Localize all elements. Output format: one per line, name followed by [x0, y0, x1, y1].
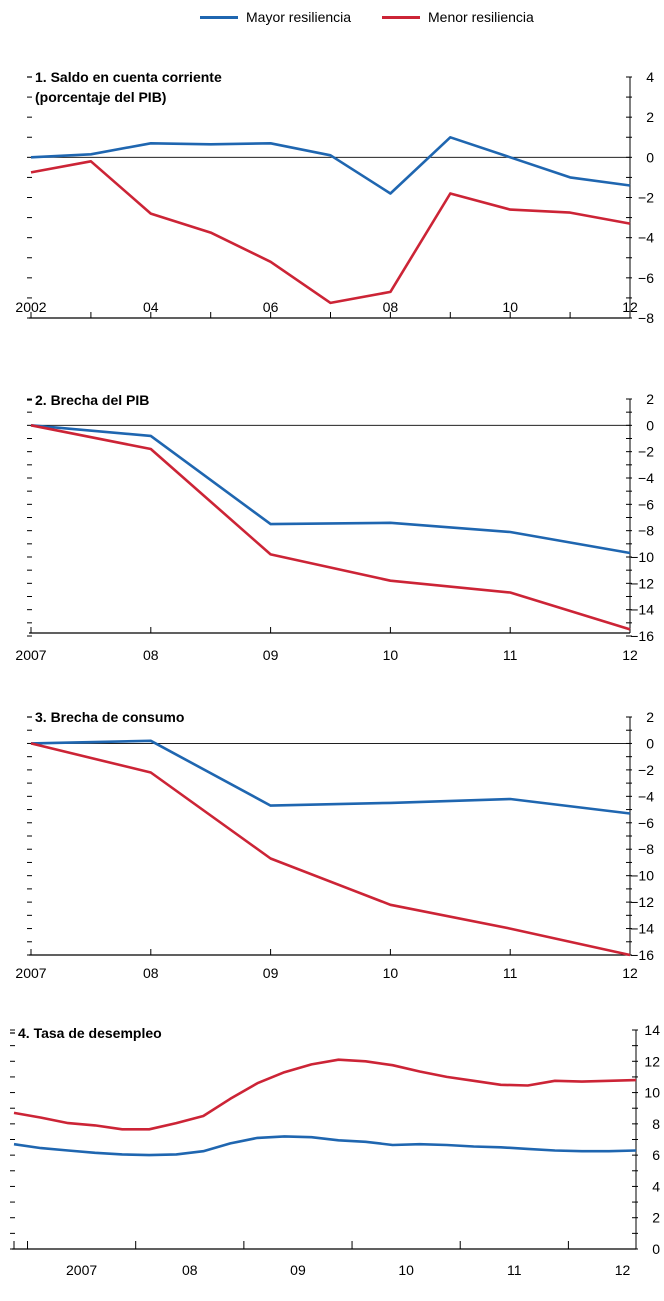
x-tick-label: 10 — [383, 965, 399, 981]
legend-item-mayor: Mayor resiliencia — [200, 6, 351, 28]
legend-swatch-mayor — [200, 15, 238, 19]
y-tick-label: 4 — [652, 1178, 660, 1194]
x-tick-label: 11 — [503, 965, 518, 981]
y-tick-label: 0 — [646, 417, 654, 433]
y-tick-label: 2 — [646, 391, 654, 407]
x-tick-label: 08 — [143, 965, 159, 981]
x-tick-label: 09 — [290, 1262, 306, 1278]
chart-title-line: (porcentaje del PIB) — [35, 89, 166, 105]
chart-legend: Mayor resiliencia Menor resiliencia — [0, 6, 664, 28]
y-tick-label: −12 — [630, 575, 654, 591]
x-tick-label: 2007 — [15, 965, 46, 981]
y-tick-label: 14 — [644, 1022, 660, 1038]
series-line-mayor-resiliencia — [30, 424, 631, 555]
x-tick-label: 11 — [503, 647, 518, 663]
x-tick-label: 06 — [263, 299, 279, 315]
y-tick-label: −14 — [630, 602, 654, 618]
series-line-menor-resiliencia — [13, 1058, 637, 1131]
y-tick-label: −4 — [638, 230, 654, 246]
x-tick-label: 12 — [622, 647, 638, 663]
y-tick-label: −6 — [638, 270, 654, 286]
y-tick-label: 8 — [652, 1116, 660, 1132]
x-tick-label: 08 — [143, 647, 159, 663]
y-tick-label: −2 — [638, 444, 654, 460]
series-line-mayor-resiliencia — [30, 136, 631, 195]
chart-title-line: 3. Brecha de consumo — [35, 709, 184, 725]
chart-panel-1: 1. Saldo en cuenta corriente (porcentaje … — [15, 69, 654, 326]
y-tick-label: −12 — [630, 894, 654, 910]
y-tick-label: 6 — [652, 1147, 660, 1163]
chart-title-line: 2. Brecha del PIB — [35, 392, 149, 408]
x-tick-label: 04 — [143, 299, 159, 315]
chart-title-line: 1. Saldo en cuenta corriente — [35, 69, 222, 85]
x-tick-label: 10 — [502, 299, 518, 315]
y-tick-label: −10 — [630, 868, 654, 884]
series-line-menor-resiliencia — [30, 160, 631, 305]
series-line-menor-resiliencia — [30, 742, 631, 957]
legend-label-menor: Menor resiliencia — [428, 9, 534, 25]
y-tick-label: 2 — [646, 109, 654, 125]
y-tick-label: 10 — [644, 1085, 660, 1101]
y-tick-label: −4 — [638, 788, 654, 804]
y-tick-label: 12 — [644, 1053, 660, 1069]
series-line-mayor-resiliencia — [30, 739, 631, 815]
x-tick-label: 09 — [263, 647, 279, 663]
legend-label-mayor: Mayor resiliencia — [246, 9, 352, 25]
series-line-menor-resiliencia — [30, 424, 631, 631]
y-tick-label: 0 — [646, 735, 654, 751]
x-tick-label: 10 — [398, 1262, 414, 1278]
x-tick-label: 12 — [622, 965, 638, 981]
x-tick-label: 2007 — [66, 1262, 97, 1278]
y-tick-label: 0 — [646, 149, 654, 165]
y-tick-label: −4 — [638, 470, 654, 486]
y-tick-label: −2 — [638, 190, 654, 206]
y-tick-label: 0 — [652, 1241, 660, 1257]
x-tick-label: 11 — [507, 1262, 522, 1278]
y-tick-label: 2 — [646, 709, 654, 725]
y-tick-label: −2 — [638, 762, 654, 778]
y-tick-label: 2 — [652, 1210, 660, 1226]
y-tick-label: −6 — [638, 496, 654, 512]
legend-swatch-menor — [382, 15, 420, 19]
y-tick-label: −6 — [638, 815, 654, 831]
y-tick-label: −10 — [630, 549, 654, 565]
x-tick-label: 08 — [182, 1262, 198, 1278]
chart-panel-2: 2. Brecha del PIB 2 0 −2 −4 −6 −8 −10 −12 −14 −16 2… — [15, 391, 654, 663]
x-tick-label: 10 — [383, 647, 399, 663]
y-tick-label: −8 — [638, 310, 654, 326]
y-tick-label: −8 — [638, 841, 654, 857]
legend-item-menor: Menor resiliencia — [382, 6, 534, 28]
x-tick-label: 09 — [263, 965, 279, 981]
x-tick-label: 2002 — [15, 299, 46, 315]
y-tick-label: −16 — [630, 947, 654, 963]
y-tick-label: −14 — [630, 921, 654, 937]
series-line-mayor-resiliencia — [13, 1135, 637, 1157]
chart-panel-4: 4. Tasa de desempleo 14 12 10 8 6 4 2 0 2007 08 09 1… — [10, 1022, 660, 1278]
y-tick-label: −8 — [638, 523, 654, 539]
y-tick-label: −16 — [630, 628, 654, 644]
chart-panel-3: 3. Brecha de consumo 2 0 −2 −4 −6 −8 −10 −12 −14 −… — [15, 709, 654, 981]
x-tick-label: 12 — [615, 1262, 631, 1278]
y-tick-label: 4 — [646, 69, 654, 85]
chart-title-line: 4. Tasa de desempleo — [18, 1025, 162, 1041]
x-tick-label: 2007 — [15, 647, 46, 663]
x-tick-label: 12 — [622, 299, 638, 315]
x-tick-label: 08 — [383, 299, 399, 315]
